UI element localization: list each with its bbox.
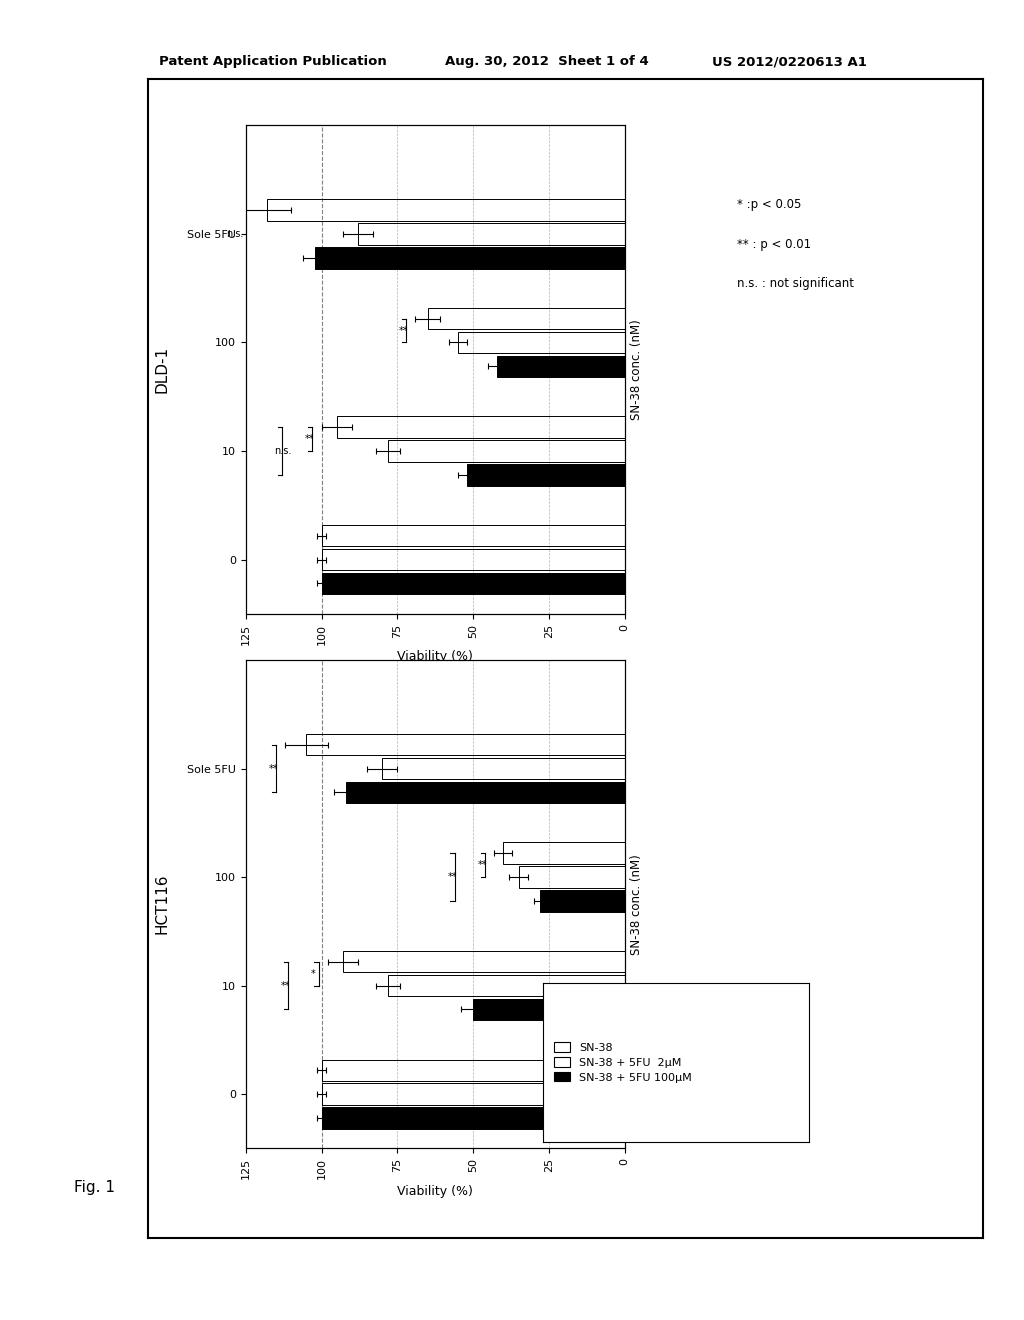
Bar bbox=[518, 866, 625, 888]
Text: **: ** bbox=[305, 434, 314, 444]
Bar bbox=[267, 199, 625, 220]
Text: ** : p < 0.01: ** : p < 0.01 bbox=[737, 238, 811, 251]
Bar bbox=[322, 1084, 625, 1105]
Bar bbox=[346, 781, 625, 803]
Text: * :p < 0.05: * :p < 0.05 bbox=[737, 198, 802, 211]
Bar bbox=[458, 331, 625, 354]
Text: DLD-1: DLD-1 bbox=[155, 346, 170, 393]
Bar bbox=[322, 573, 625, 594]
Text: US 2012/0220613 A1: US 2012/0220613 A1 bbox=[712, 55, 866, 69]
Bar bbox=[343, 950, 625, 973]
Text: **: ** bbox=[281, 981, 290, 990]
Bar bbox=[498, 355, 625, 378]
Text: **: ** bbox=[398, 326, 409, 335]
X-axis label: Viability (%): Viability (%) bbox=[397, 1185, 473, 1197]
Text: *: * bbox=[311, 969, 315, 978]
Y-axis label: SN-38 conc. (nM): SN-38 conc. (nM) bbox=[630, 319, 643, 420]
Y-axis label: SN-38 conc. (nM): SN-38 conc. (nM) bbox=[630, 854, 643, 954]
Bar bbox=[322, 1060, 625, 1081]
Text: n.s.: n.s. bbox=[226, 228, 244, 239]
Text: **: ** bbox=[477, 861, 487, 870]
Bar bbox=[504, 842, 625, 863]
Bar bbox=[428, 308, 625, 329]
Bar bbox=[337, 416, 625, 438]
Text: Fig. 1: Fig. 1 bbox=[74, 1180, 115, 1195]
X-axis label: Viability (%): Viability (%) bbox=[397, 651, 473, 663]
Bar bbox=[322, 525, 625, 546]
Bar bbox=[467, 465, 625, 486]
Text: **: ** bbox=[268, 763, 278, 774]
Text: Patent Application Publication: Patent Application Publication bbox=[159, 55, 386, 69]
Bar bbox=[358, 223, 625, 244]
Text: n.s.: n.s. bbox=[274, 446, 292, 455]
Bar bbox=[382, 758, 625, 779]
Text: HCT116: HCT116 bbox=[155, 874, 170, 935]
Text: **: ** bbox=[447, 873, 457, 882]
Text: n.s. : not significant: n.s. : not significant bbox=[737, 277, 854, 290]
Bar bbox=[473, 999, 625, 1020]
Bar bbox=[388, 975, 625, 997]
Text: Aug. 30, 2012  Sheet 1 of 4: Aug. 30, 2012 Sheet 1 of 4 bbox=[445, 55, 649, 69]
Legend: SN-38, SN-38 + 5FU  2μM, SN-38 + 5FU 100μM: SN-38, SN-38 + 5FU 2μM, SN-38 + 5FU 100μ… bbox=[548, 1038, 697, 1088]
Bar bbox=[306, 734, 625, 755]
Bar bbox=[540, 890, 625, 912]
Bar bbox=[322, 549, 625, 570]
Bar bbox=[315, 247, 625, 268]
Bar bbox=[388, 441, 625, 462]
Bar bbox=[322, 1107, 625, 1129]
